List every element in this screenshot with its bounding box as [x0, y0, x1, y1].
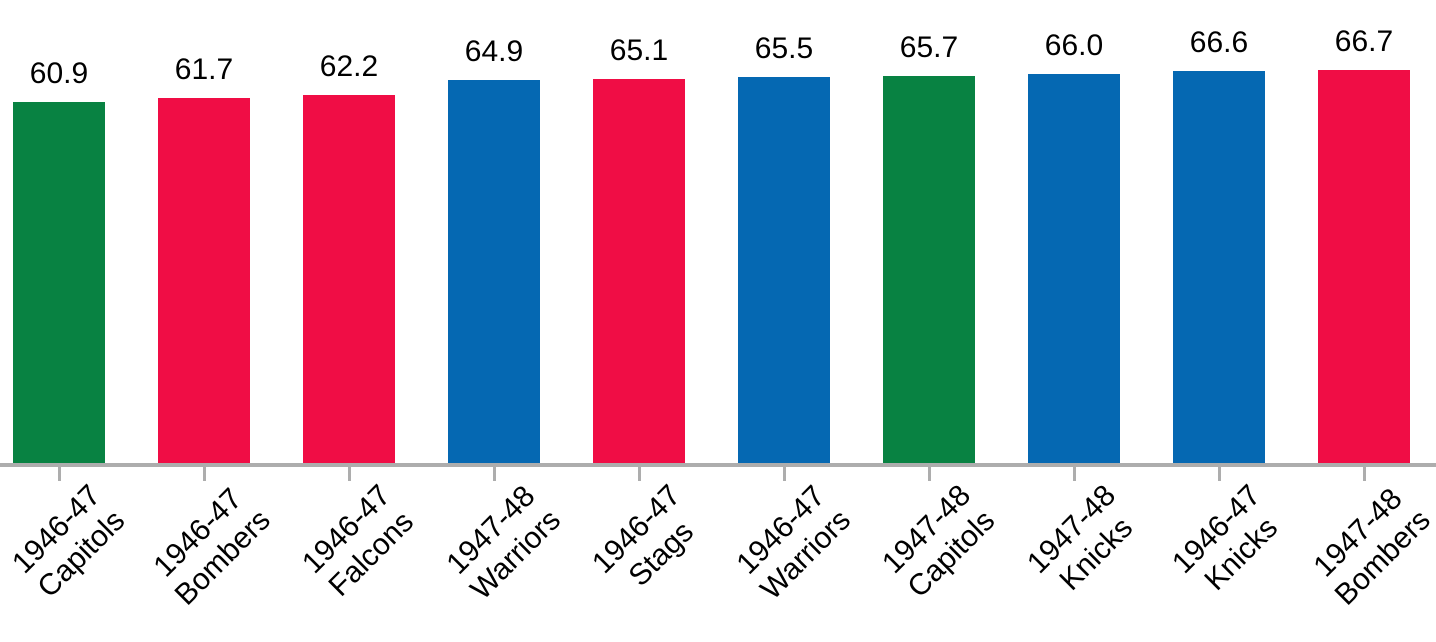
bar-value-label: 66.0 — [1044, 29, 1104, 62]
axis-tick — [1362, 466, 1366, 481]
bar-value-label: 62.2 — [319, 50, 379, 83]
x-axis-baseline — [0, 463, 1436, 467]
axis-tick — [492, 466, 496, 481]
x-tick-label: 1946-47 Falcons — [295, 478, 422, 605]
axis-tick — [57, 466, 61, 481]
bar — [738, 77, 830, 463]
x-tick-label: 1947-48 Warriors — [439, 478, 568, 607]
bar-value-label: 65.5 — [754, 32, 814, 65]
axis-tick — [202, 466, 206, 481]
bar-value-label: 60.9 — [29, 57, 89, 90]
bar — [13, 102, 105, 463]
x-tick-label: 1946-47 Capitols — [5, 478, 132, 605]
bar — [1173, 71, 1265, 463]
axis-tick — [782, 466, 786, 481]
axis-tick — [347, 466, 351, 481]
x-tick-label: 1946-47 Stags — [585, 478, 712, 605]
bar — [448, 80, 540, 463]
x-tick-label: 1947-48 Bombers — [1303, 478, 1436, 612]
x-tick-label: 1947-48 Knicks — [1020, 478, 1147, 605]
bar-value-label: 61.7 — [174, 53, 234, 86]
bar-value-label: 65.1 — [609, 34, 669, 67]
bar — [883, 76, 975, 463]
axis-tick — [637, 466, 641, 481]
x-tick-label: 1947-48 Capitols — [875, 478, 1002, 605]
axis-tick — [1217, 466, 1221, 481]
x-tick-label: 1946-47 Knicks — [1165, 478, 1292, 605]
bar — [593, 79, 685, 463]
bar-value-label: 66.7 — [1334, 25, 1394, 58]
bar — [158, 98, 250, 463]
bar-value-label: 65.7 — [899, 31, 959, 64]
bar — [1028, 74, 1120, 463]
bar — [1318, 70, 1410, 463]
bar — [303, 95, 395, 463]
bar-value-label: 64.9 — [464, 35, 524, 68]
axis-tick — [1072, 466, 1076, 481]
x-tick-label: 1946-47 Bombers — [143, 478, 277, 612]
x-tick-label: 1946-47 Warriors — [729, 478, 858, 607]
bar-value-label: 66.6 — [1189, 26, 1249, 59]
axis-tick — [927, 466, 931, 481]
